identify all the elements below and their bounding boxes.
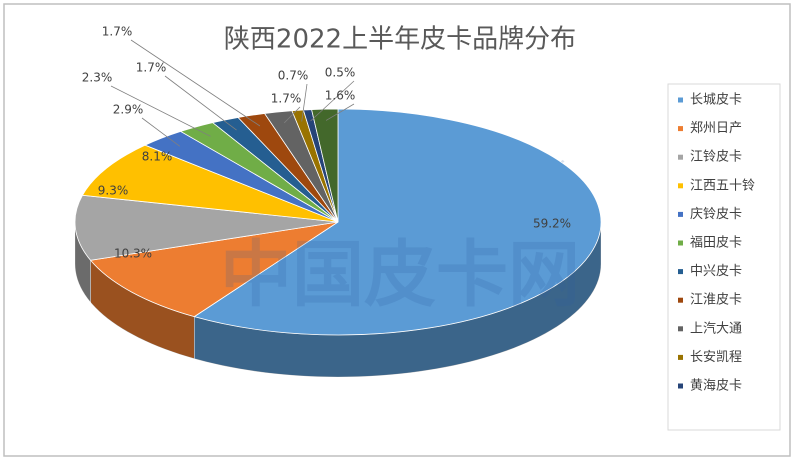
legend-label: 庆铃皮卡 <box>690 207 742 222</box>
slice-side-shade <box>194 222 602 377</box>
leader-line <box>130 39 261 127</box>
legend-label: 黄海皮卡 <box>690 379 742 394</box>
leader-line <box>141 117 181 147</box>
legend-box <box>667 83 781 431</box>
data-label: 2.3% <box>82 71 113 85</box>
legend-marker <box>678 383 683 389</box>
data-label: 10.3% <box>114 247 152 261</box>
legend-label: 江西五十铃 <box>690 178 755 193</box>
legend-marker <box>678 269 683 275</box>
data-label: 1.7% <box>271 92 302 106</box>
data-label: 1.6% <box>325 89 356 103</box>
legend-marker <box>678 126 683 132</box>
legend-marker <box>678 97 683 103</box>
slice <box>311 108 339 223</box>
slice <box>193 108 602 336</box>
watermark: 中国皮卡网 <box>220 233 580 317</box>
leader-line <box>325 103 355 121</box>
data-label: 9.3% <box>98 184 129 198</box>
data-label: 8.1% <box>142 150 173 164</box>
legend-marker <box>678 240 683 246</box>
legend-label: 江淮皮卡 <box>690 293 742 308</box>
legend-label: 长城皮卡 <box>690 93 742 108</box>
legend-marker <box>678 326 683 332</box>
legend-label: 江铃皮卡 <box>690 150 742 165</box>
data-label: 1.7% <box>136 61 167 75</box>
data-label: 0.5% <box>325 66 356 80</box>
legend-marker <box>678 211 683 217</box>
data-label: 0.7% <box>278 69 309 83</box>
chart-title: 陕西2022上半年皮卡品牌分布 <box>224 25 576 55</box>
legend-label: 上汽大通 <box>690 321 742 336</box>
legend-marker <box>678 354 683 360</box>
leader-line <box>164 75 237 131</box>
data-label: 59.2% <box>533 217 571 231</box>
legend-marker <box>678 297 683 303</box>
slice-side-shade <box>90 260 195 359</box>
leader-line <box>310 80 355 122</box>
legend-label: 福田皮卡 <box>690 236 742 251</box>
legend-label: 长安凯程 <box>690 350 742 365</box>
legend-marker <box>678 183 683 189</box>
leader-line <box>301 83 308 122</box>
slice <box>81 144 339 223</box>
data-label: 1.7% <box>102 25 133 39</box>
legend-label: 中兴皮卡 <box>690 264 742 279</box>
slice <box>74 194 339 261</box>
leader-line <box>110 85 211 137</box>
slice <box>89 221 339 318</box>
data-label: 2.9% <box>113 103 144 117</box>
legend-label: 郑州日产 <box>690 121 742 136</box>
legend-marker <box>678 154 683 160</box>
leader-line <box>283 106 301 124</box>
